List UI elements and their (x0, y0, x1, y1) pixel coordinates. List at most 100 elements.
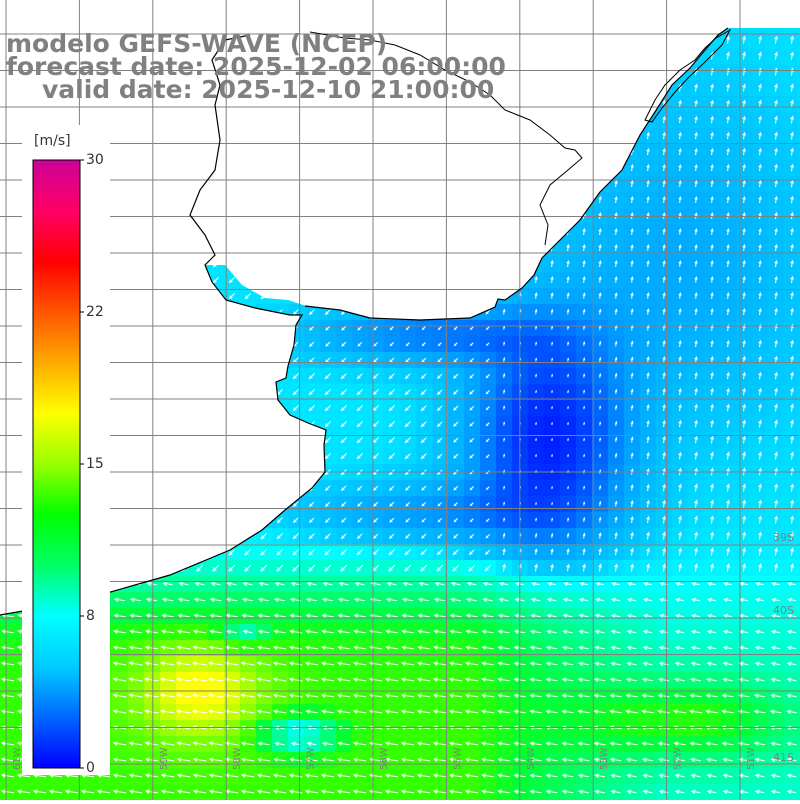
wind-vector (790, 35, 794, 44)
wind-vector (742, 163, 746, 172)
wind-vector (646, 163, 650, 172)
wind-vector (774, 131, 778, 140)
wind-vector (535, 437, 537, 442)
wind-cell (768, 28, 785, 33)
wind-vector (551, 373, 553, 378)
wind-vector (710, 163, 714, 172)
wind-vector (535, 389, 537, 394)
wind-vector (726, 83, 730, 92)
wind-vector (774, 51, 778, 60)
wind-vector (551, 389, 553, 394)
wind-vector (774, 83, 778, 92)
wind-vector (646, 131, 650, 140)
wind-vector (535, 405, 537, 410)
wind-vector (726, 131, 730, 140)
wind-vector (758, 51, 762, 60)
wind-cell (736, 28, 753, 33)
wind-vector (710, 99, 714, 108)
wind-cell (720, 28, 737, 33)
wind-vector (662, 115, 666, 124)
wind-vector (678, 163, 682, 171)
wind-cell (752, 28, 769, 33)
wind-vector (535, 485, 537, 490)
wind-vector (535, 501, 537, 506)
wind-vector (742, 83, 746, 92)
wind-vector (758, 99, 762, 108)
wind-vector (694, 147, 698, 156)
wind-vector (742, 35, 746, 44)
wind-vector (630, 163, 634, 172)
wind-vector (551, 485, 553, 490)
wind-vector (758, 83, 762, 92)
wind-vector (710, 83, 714, 92)
wind-vector (742, 115, 746, 124)
wind-vector (774, 163, 778, 172)
wind-cell (784, 28, 800, 33)
wind-vector (535, 421, 537, 426)
wind-vector (790, 99, 794, 108)
wind-vector (726, 115, 730, 124)
wind-vector (551, 421, 553, 426)
wind-vector (535, 373, 537, 378)
wind-vector (662, 131, 666, 140)
wind-vector (567, 389, 569, 394)
wind-vector (758, 115, 762, 124)
wind-vector (726, 99, 730, 108)
wind-vector (678, 131, 682, 140)
wind-vector (742, 51, 746, 60)
wind-vector (790, 51, 794, 60)
wind-vector (583, 405, 585, 410)
wind-vector (567, 437, 569, 442)
wind-vector (583, 437, 585, 442)
wind-vector (710, 115, 714, 124)
wind-vector (583, 453, 585, 458)
wind-vector (583, 421, 585, 426)
wind-vector (758, 35, 762, 44)
wind-vector (567, 485, 569, 490)
wind-vector (710, 131, 714, 140)
wind-vector (567, 453, 569, 458)
wind-vector (567, 421, 569, 426)
wind-vector (758, 163, 762, 172)
wind-vector (567, 501, 569, 506)
wind-vector (694, 163, 698, 171)
wind-vector (551, 453, 553, 458)
wind-vector (662, 179, 666, 187)
wind-vector (742, 131, 746, 140)
wind-vector (646, 179, 650, 187)
wind-vector (551, 501, 553, 506)
wind-vector (694, 115, 698, 124)
wind-vector (726, 51, 730, 60)
wind-vector (630, 179, 634, 187)
wind-vector (774, 115, 778, 124)
wind-vector (790, 147, 794, 156)
wind-vector (726, 163, 730, 172)
wind-vector (758, 147, 762, 156)
wind-vector (646, 147, 650, 156)
wind-vector (694, 131, 698, 140)
wind-vector (551, 437, 553, 442)
wind-vector (774, 99, 778, 108)
wind-vector (678, 180, 682, 187)
wind-vector (790, 115, 794, 124)
wind-vector (742, 99, 746, 108)
wind-vector (790, 131, 794, 140)
wind-vector (726, 35, 730, 44)
wind-vector (678, 147, 682, 156)
wind-vector (567, 373, 569, 378)
wind-vector (551, 405, 553, 410)
wind-vector (535, 453, 537, 458)
wind-vector (662, 147, 666, 156)
wind-vector (678, 115, 682, 124)
wind-vector (790, 83, 794, 92)
wind-vector (662, 163, 666, 171)
wind-vector (790, 163, 794, 172)
wind-vector (710, 147, 714, 156)
wind-vector (774, 147, 778, 156)
wind-vector (614, 179, 618, 188)
wind-vector (694, 99, 698, 108)
wind-vector (678, 99, 682, 108)
wind-vector (726, 147, 730, 156)
